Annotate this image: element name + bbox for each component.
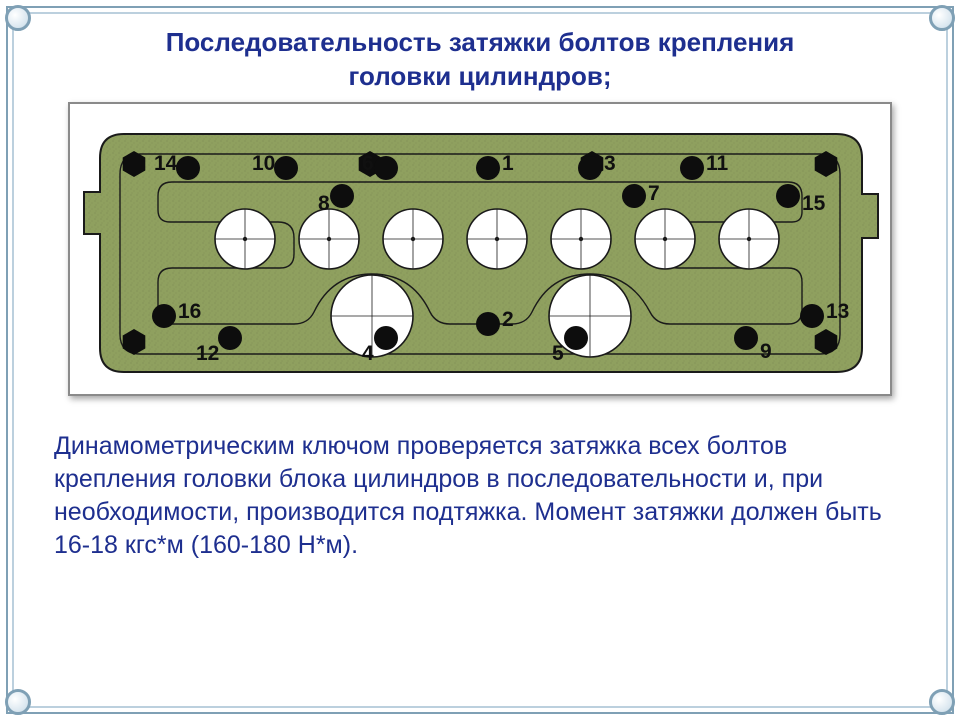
bolt-label-1: 1 bbox=[502, 152, 514, 175]
diagram-svg: 12345678910111213141516 bbox=[70, 104, 890, 394]
bolt-4 bbox=[374, 326, 398, 350]
bolt-3 bbox=[578, 156, 602, 180]
bolt-label-16: 16 bbox=[178, 300, 201, 323]
bolt-2 bbox=[476, 312, 500, 336]
bolt-label-11: 11 bbox=[706, 152, 729, 175]
bolt-10 bbox=[274, 156, 298, 180]
bolt-label-4: 4 bbox=[362, 342, 374, 365]
bolt-label-8: 8 bbox=[318, 192, 330, 215]
bolt-8 bbox=[330, 184, 354, 208]
bolt-14 bbox=[176, 156, 200, 180]
bolt-label-9: 9 bbox=[760, 340, 772, 363]
corner-dot-icon bbox=[929, 689, 955, 715]
bolt-9 bbox=[734, 326, 758, 350]
bolt-label-6: 6 bbox=[362, 152, 374, 175]
body-paragraph: Динамометрическим ключом проверяется зат… bbox=[54, 430, 912, 562]
bolt-label-2: 2 bbox=[502, 308, 514, 331]
bolt-label-7: 7 bbox=[648, 182, 660, 205]
bolt-6 bbox=[374, 156, 398, 180]
slide-title: Последовательность затяжки болтов крепле… bbox=[18, 26, 942, 94]
cylinder-head-diagram: 12345678910111213141516 bbox=[68, 102, 892, 396]
bolt-13 bbox=[800, 304, 824, 328]
bolt-label-5: 5 bbox=[552, 342, 564, 365]
bolt-label-10: 10 bbox=[252, 152, 275, 175]
bolt-11 bbox=[680, 156, 704, 180]
bolt-16 bbox=[152, 304, 176, 328]
bolt-5 bbox=[564, 326, 588, 350]
bolt-7 bbox=[622, 184, 646, 208]
slide-frame: Последовательность затяжки болтов крепле… bbox=[0, 0, 960, 720]
bolt-12 bbox=[218, 326, 242, 350]
bolt-label-15: 15 bbox=[802, 192, 826, 215]
bolt-label-12: 12 bbox=[196, 342, 219, 365]
bolt-1 bbox=[476, 156, 500, 180]
bolt-label-13: 13 bbox=[826, 300, 849, 323]
bolt-15 bbox=[776, 184, 800, 208]
bolt-label-14: 14 bbox=[154, 152, 178, 175]
corner-dot-icon bbox=[5, 689, 31, 715]
bolt-label-3: 3 bbox=[604, 152, 616, 175]
